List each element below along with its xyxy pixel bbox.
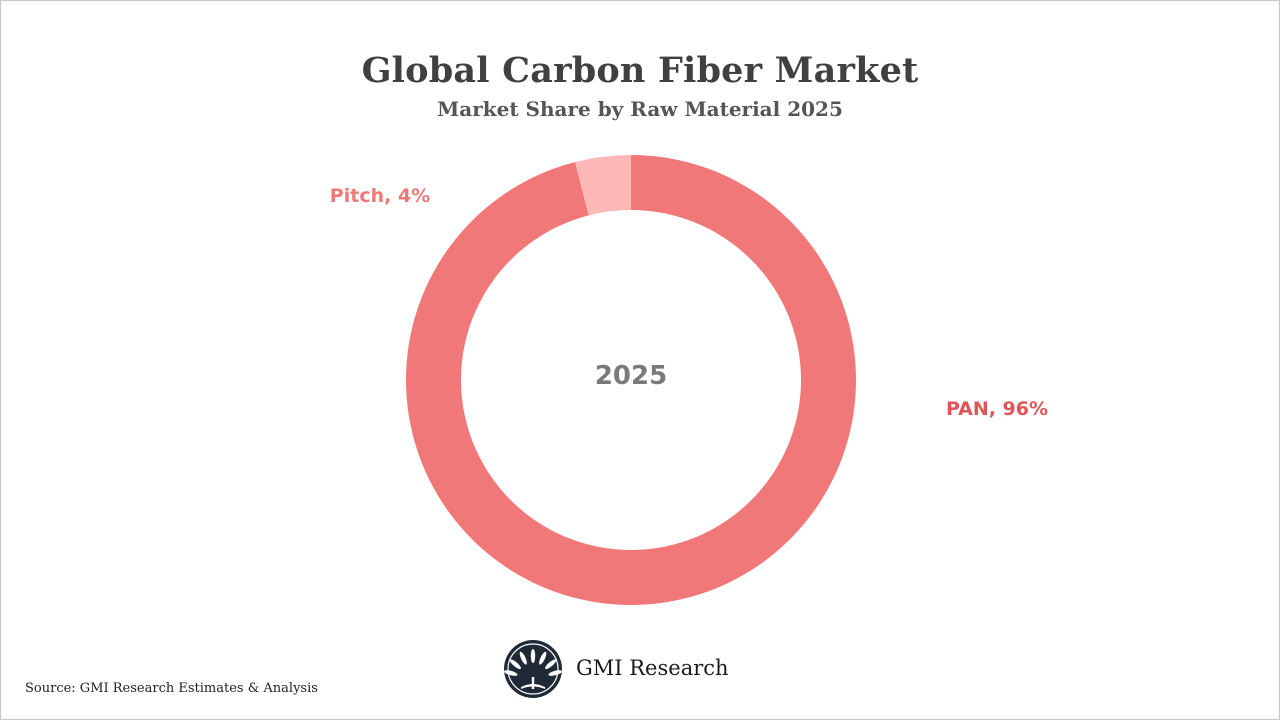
- source-note: Source: GMI Research Estimates & Analysi…: [25, 681, 318, 696]
- center-label: 2025: [595, 361, 667, 391]
- data-label-pan: PAN, 96%: [946, 398, 1048, 420]
- slice-pitch: [575, 155, 631, 216]
- gmi-logo-icon: [503, 640, 563, 698]
- chart-subtitle: Market Share by Raw Material 2025: [437, 97, 843, 121]
- data-label-pitch: Pitch, 4%: [330, 185, 430, 207]
- brand-logo: GMI Research: [503, 639, 733, 699]
- chart-title: Global Carbon Fiber Market: [361, 50, 919, 91]
- brand-name: GMI Research: [576, 656, 729, 680]
